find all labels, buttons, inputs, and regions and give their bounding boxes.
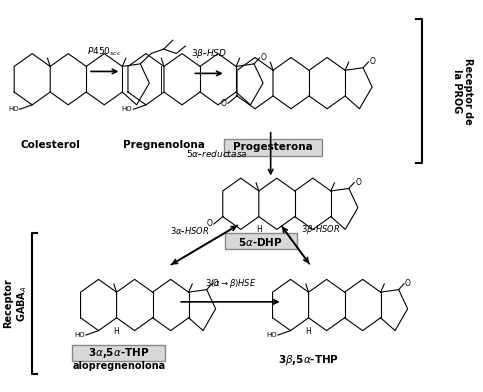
FancyBboxPatch shape <box>224 139 322 156</box>
Text: HO: HO <box>8 106 19 112</box>
Text: HO: HO <box>74 332 85 338</box>
Text: 3$\beta$,5$\alpha$-THP: 3$\beta$,5$\alpha$-THP <box>278 353 339 367</box>
Text: O: O <box>206 220 213 229</box>
Text: H: H <box>306 327 312 336</box>
Text: $3\beta$-$HSOR$: $3\beta$-$HSOR$ <box>301 223 340 236</box>
Text: 5$\alpha$-DHP: 5$\alpha$-DHP <box>238 236 283 247</box>
Text: Progesterona: Progesterona <box>233 142 313 152</box>
Text: Colesterol: Colesterol <box>20 140 80 151</box>
FancyBboxPatch shape <box>72 345 165 361</box>
Text: HO: HO <box>267 332 277 338</box>
Text: $3\beta$-$HSD$: $3\beta$-$HSD$ <box>191 47 227 60</box>
Text: $3(\alpha\rightarrow\beta)HSE$: $3(\alpha\rightarrow\beta)HSE$ <box>205 277 256 290</box>
Text: 3$\alpha$,5$\alpha$-THP: 3$\alpha$,5$\alpha$-THP <box>88 346 150 360</box>
Text: Receptor
GABA$_A$: Receptor GABA$_A$ <box>3 279 29 328</box>
Text: O: O <box>355 178 361 187</box>
Text: O: O <box>260 53 266 62</box>
FancyBboxPatch shape <box>225 233 297 249</box>
Text: alopregnenolona: alopregnenolona <box>72 361 166 371</box>
Text: $5\alpha$-$reductasa$: $5\alpha$-$reductasa$ <box>186 148 248 159</box>
Text: Receptor de
la PROG: Receptor de la PROG <box>452 58 473 124</box>
Text: H: H <box>114 327 119 336</box>
Text: O: O <box>221 99 227 108</box>
Text: $3\alpha$-$HSOR$: $3\alpha$-$HSOR$ <box>170 225 210 236</box>
Text: HO: HO <box>122 106 132 112</box>
Text: O: O <box>405 279 411 288</box>
Text: O: O <box>213 279 219 288</box>
Text: Pregnenolona: Pregnenolona <box>123 140 205 151</box>
Text: H: H <box>256 225 262 234</box>
Text: O: O <box>369 57 375 66</box>
Text: $P450_{scc}$: $P450_{scc}$ <box>87 46 122 58</box>
